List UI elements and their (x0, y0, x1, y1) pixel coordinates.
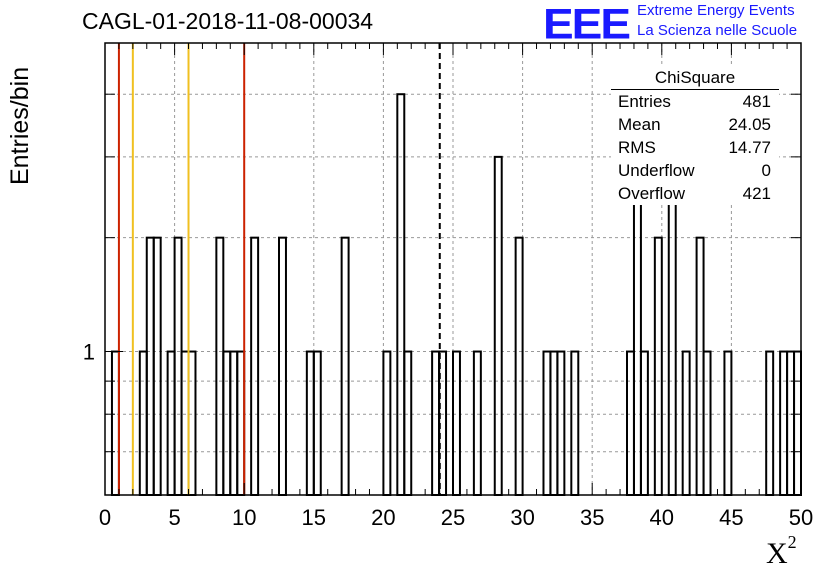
histogram-bin (382, 350, 392, 496)
x-axis-label: X2 (766, 532, 797, 571)
reference-lines (117, 43, 441, 495)
stats-label: Entries (618, 92, 671, 111)
x-tick-label: 20 (371, 505, 395, 530)
histogram-bin (250, 236, 260, 496)
tick-labels: 0 5 10 15 20 25 30 35 40 45 50 1 (83, 340, 813, 530)
stats-row: Entries 481 (611, 90, 779, 113)
logo-line-2: La Scienza nelle Scuole (637, 22, 798, 39)
histogram-bin (695, 236, 705, 496)
x-tick-label: 15 (302, 505, 326, 530)
histogram-bin (702, 350, 712, 496)
stats-title: ChiSquare (611, 67, 779, 90)
x-tick-label: 45 (719, 505, 743, 530)
stats-value: 14.77 (728, 138, 771, 157)
histogram-bin (229, 350, 239, 496)
histogram-bin (278, 236, 287, 496)
x-tick-label: 25 (441, 505, 465, 530)
y-tick-label: 1 (83, 340, 95, 365)
histogram-bin (542, 350, 552, 496)
histogram-bin (639, 350, 649, 496)
histogram-bin (180, 350, 190, 496)
histogram-bin (765, 350, 775, 496)
stats-row: Overflow 421 (611, 182, 779, 205)
stats-value: 421 (742, 184, 771, 203)
histogram-bin (549, 350, 559, 496)
x-axis-label-superscript: 2 (787, 532, 797, 552)
histogram-bin (632, 155, 642, 496)
histogram-bin (653, 236, 663, 496)
histogram-bin (786, 350, 796, 496)
stats-row: Mean 24.05 (611, 113, 779, 136)
eee-logo: EEE (543, 0, 631, 48)
histogram-bin (723, 350, 733, 496)
stats-label: Underflow (618, 161, 695, 180)
stats-box: ChiSquare Entries 481 Mean 24.05 RMS 14.77 … (611, 67, 779, 205)
stats-label: Mean (618, 115, 661, 134)
stats-row: Underflow 0 (611, 159, 779, 182)
histogram-bin (667, 155, 677, 496)
histogram-bin (403, 350, 413, 496)
stats-value: 24.05 (728, 115, 771, 134)
logo-line-1: Extreme Energy Events (637, 2, 795, 19)
histogram-bin (556, 350, 566, 496)
histogram-bin (472, 350, 482, 496)
x-tick-label: 0 (99, 505, 111, 530)
histogram-bin (396, 93, 406, 497)
x-tick-label: 30 (510, 505, 534, 530)
y-axis-label: Entries/bin (6, 66, 34, 185)
stats-value: 0 (761, 161, 771, 180)
histogram-bin (173, 236, 183, 496)
stats-label: Overflow (618, 184, 686, 203)
histogram-bin (452, 350, 461, 496)
histogram-bin (152, 236, 162, 496)
histogram-bin (431, 350, 441, 496)
x-tick-label: 35 (580, 505, 604, 530)
chart-title: CAGL-01-2018-11-08-00034 (82, 8, 374, 34)
histogram-bin (793, 350, 802, 496)
histogram-bin (305, 350, 315, 496)
stats-label: RMS (618, 138, 656, 157)
x-tick-label: 5 (168, 505, 180, 530)
histogram-bin (681, 350, 691, 496)
histogram-bin (145, 236, 155, 496)
histogram-bin (340, 236, 350, 496)
histogram-bin (187, 350, 197, 496)
histogram-bin (110, 350, 120, 496)
histogram-bin (166, 350, 176, 496)
histogram-bin (312, 350, 322, 496)
histogram-bin (215, 236, 225, 496)
axes (104, 42, 802, 496)
histogram-bin (570, 350, 580, 496)
histogram-bin (138, 350, 148, 496)
histogram-bin (626, 350, 635, 496)
stats-row: RMS 14.77 (611, 136, 779, 159)
histogram-bin (493, 155, 503, 496)
stats-value: 481 (742, 92, 771, 111)
histogram-bin (779, 350, 789, 496)
histogram-bin (236, 350, 246, 496)
histogram-bin (514, 236, 524, 496)
x-tick-label: 10 (232, 505, 256, 530)
x-axis-label-base: X (766, 537, 788, 570)
x-tick-label: 50 (789, 505, 813, 530)
x-tick-label: 40 (650, 505, 674, 530)
histogram-bin (222, 350, 232, 496)
